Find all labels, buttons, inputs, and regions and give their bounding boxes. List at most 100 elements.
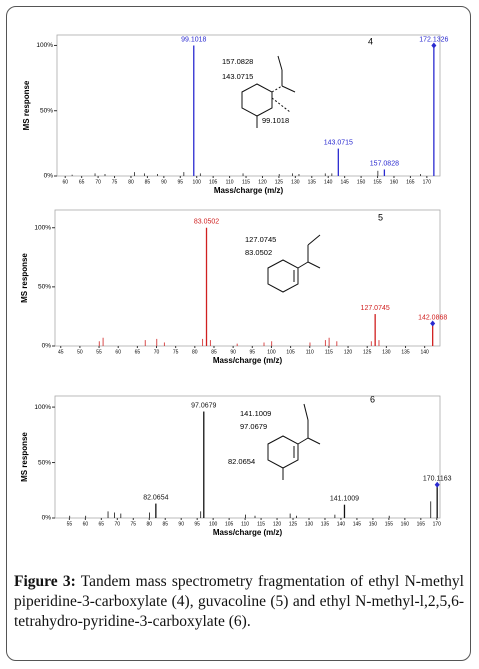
x-tick-label: 90: [161, 179, 167, 185]
x-tick-label: 65: [79, 179, 85, 185]
x-tick-label: 135: [321, 521, 330, 527]
x-tick-label: 60: [83, 521, 89, 527]
x-tick-label: 95: [194, 521, 200, 527]
fragment-label: 83.0502: [245, 248, 272, 257]
molecule-6: [267, 403, 321, 480]
x-tick-label: 70: [115, 521, 121, 527]
x-tick-label: 80: [146, 521, 152, 527]
x-tick-label: 125: [289, 521, 298, 527]
x-tick-label: 170: [433, 521, 442, 527]
x-tick-label: 120: [344, 349, 353, 355]
x-tick-label: 75: [112, 179, 118, 185]
x-tick-label: 70: [95, 179, 101, 185]
x-tick-label: 165: [417, 521, 426, 527]
fragment-label: 141.1009: [240, 409, 271, 418]
x-tick-label: 55: [96, 349, 102, 355]
x-tick-label: 95: [250, 349, 256, 355]
y-tick-label: 50%: [38, 459, 51, 466]
peak-label: 97.0679: [191, 402, 216, 409]
y-axis-title: MS response: [20, 253, 29, 303]
x-tick-label: 125: [275, 179, 284, 185]
plot-frame: [54, 395, 441, 519]
y-tick-label: 50%: [40, 107, 53, 114]
x-tick-label: 85: [145, 179, 151, 185]
x-axis-title: Mass/charge (m/z): [213, 356, 283, 365]
peak-label: 127.0745: [361, 305, 390, 312]
y-axis-title: MS response: [20, 432, 29, 482]
y-tick-label: 50%: [38, 284, 51, 291]
plot-frame: [54, 209, 441, 347]
peak-label: 142.0868: [418, 314, 447, 321]
x-tick-label: 110: [306, 349, 314, 355]
x-tick-label: 70: [154, 349, 160, 355]
fragment-label: 157.0828: [222, 57, 253, 66]
peak-label: 170.1163: [423, 476, 452, 483]
x-tick-label: 90: [178, 521, 184, 527]
y-tick-label: 100%: [36, 42, 53, 49]
plot-frame: [56, 34, 441, 177]
x-tick-label: 120: [273, 521, 282, 527]
caption-label: Figure 3:: [14, 573, 76, 590]
molecule-4: [241, 55, 296, 128]
x-tick-label: 150: [357, 179, 366, 185]
x-tick-label: 100: [267, 349, 276, 355]
x-tick-label: 140: [421, 349, 430, 355]
x-tick-label: 130: [305, 521, 314, 527]
x-tick-label: 115: [325, 349, 333, 355]
x-tick-label: 140: [337, 521, 346, 527]
caption: Figure 3: Tandem mass spectrometry fragm…: [14, 572, 464, 632]
fragment-label: 97.0679: [240, 422, 267, 431]
x-tick-label: 60: [62, 179, 68, 185]
x-tick-label: 85: [162, 521, 168, 527]
x-tick-label: 80: [128, 179, 134, 185]
y-tick-label: 0%: [42, 343, 52, 350]
x-tick-label: 105: [209, 179, 218, 185]
fragment-label: 143.0715: [222, 72, 253, 81]
peak-label: 172.1326: [419, 36, 448, 43]
x-tick-label: 90: [230, 349, 236, 355]
x-tick-label: 80: [192, 349, 198, 355]
x-tick-label: 145: [340, 179, 349, 185]
peak-label: 157.0828: [370, 160, 399, 167]
peak-label: 82.0654: [143, 494, 168, 501]
figure-frame: [6, 6, 471, 661]
x-tick-label: 65: [99, 521, 105, 527]
x-tick-label: 150: [369, 521, 378, 527]
x-tick-label: 160: [401, 521, 410, 527]
x-tick-label: 50: [77, 349, 83, 355]
peak-label: 141.1009: [330, 496, 359, 503]
x-tick-label: 130: [291, 179, 300, 185]
x-tick-label: 170: [423, 179, 432, 185]
x-tick-label: 135: [401, 349, 410, 355]
x-tick-label: 145: [353, 521, 362, 527]
molecule-5: [267, 234, 321, 293]
y-tick-label: 100%: [34, 404, 51, 411]
x-tick-label: 75: [173, 349, 179, 355]
x-tick-label: 75: [130, 521, 136, 527]
x-tick-label: 95: [178, 179, 184, 185]
x-tick-label: 120: [258, 179, 267, 185]
y-tick-label: 0%: [42, 515, 52, 522]
x-tick-label: 85: [211, 349, 217, 355]
fragment-label: 82.0654: [228, 457, 255, 466]
x-tick-label: 65: [135, 349, 141, 355]
x-tick-label: 45: [58, 349, 64, 355]
y-tick-label: 100%: [34, 224, 51, 231]
x-tick-label: 130: [382, 349, 391, 355]
x-tick-label: 160: [390, 179, 399, 185]
x-tick-label: 140: [324, 179, 333, 185]
caption-text: Tandem mass spectrometry fragmentation o…: [14, 573, 464, 630]
x-tick-label: 155: [385, 521, 394, 527]
x-tick-label: 55: [67, 521, 73, 527]
x-tick-label: 125: [363, 349, 372, 355]
precursor-marker: [430, 320, 436, 327]
y-axis-title: MS response: [22, 80, 31, 130]
x-tick-label: 155: [373, 179, 382, 185]
x-tick-label: 115: [242, 179, 250, 185]
peak-label: 143.0715: [324, 139, 353, 146]
precursor-marker: [431, 42, 437, 49]
fragment-label: 127.0745: [245, 235, 276, 244]
panel-number: 4: [368, 36, 373, 46]
